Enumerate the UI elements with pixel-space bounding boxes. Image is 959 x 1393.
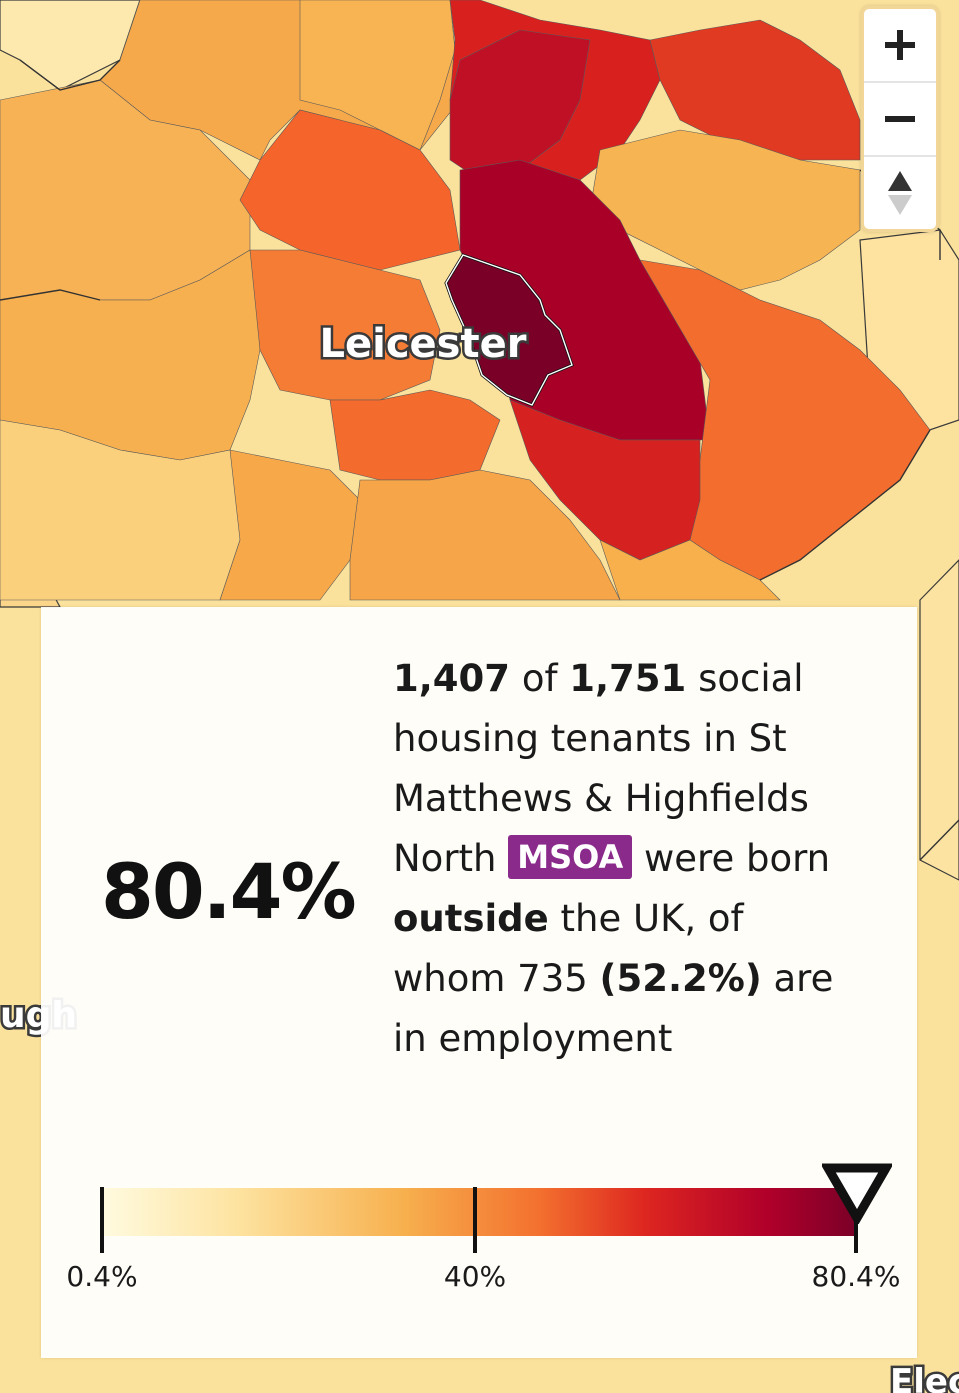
info-panel: 80.4% 1,407 of 1,751 social housing tena…	[41, 607, 917, 1358]
zoom-controls	[861, 6, 939, 232]
zoom-in-button[interactable]	[864, 9, 936, 83]
legend-tick-min	[100, 1187, 104, 1253]
desc-employment: are in employment	[393, 957, 834, 1060]
desc-born: were born	[644, 837, 831, 880]
legend-label-min: 0.4%	[66, 1260, 138, 1293]
total-value: 1,751	[569, 657, 687, 700]
desc-of: of	[521, 657, 558, 700]
minus-icon	[885, 116, 915, 122]
legend-label-mid: 40%	[443, 1260, 507, 1293]
up-down-triangles-icon	[888, 171, 912, 215]
legend-tick-mid	[473, 1187, 477, 1253]
plus-icon	[885, 30, 915, 60]
legend-color-bar	[101, 1188, 857, 1236]
headline-percentage: 80.4%	[101, 847, 357, 936]
city-districts	[0, 0, 931, 601]
down-triangle-icon	[822, 1163, 892, 1224]
ward-boundaries	[0, 59, 959, 861]
desc-uk: the UK, of whom 735	[393, 897, 744, 1000]
employment-percentage: (52.2%)	[599, 957, 762, 1000]
place-label-leicester: Leicester	[320, 321, 527, 367]
selected-area-highlight	[445, 254, 573, 406]
legend-label-max: 80.4%	[811, 1260, 901, 1293]
count-value: 1,407	[393, 657, 511, 700]
desc-subject: social housing tenants in St Matthews & …	[393, 657, 809, 880]
emphasis-outside: outside	[393, 897, 549, 940]
area-type-badge: MSOA	[508, 835, 633, 879]
description-text: 1,407 of 1,751 social housing tenants in…	[393, 649, 863, 1069]
zoom-out-button[interactable]	[864, 83, 936, 157]
place-label-edge-bottom: Elec	[890, 1362, 959, 1393]
reset-bearing-button[interactable]	[864, 157, 936, 229]
